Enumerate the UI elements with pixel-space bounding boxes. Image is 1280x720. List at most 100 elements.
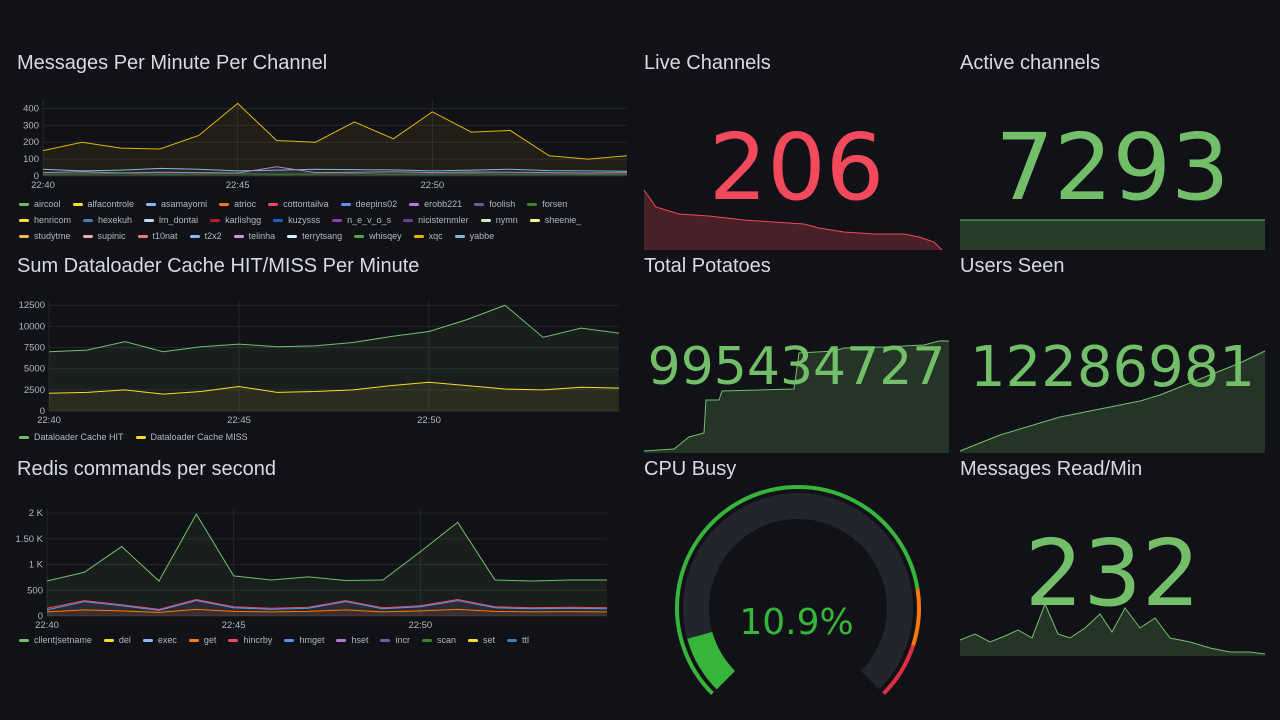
panel-messages-per-minute[interactable]: Messages Per Minute Per Channel 0 100 200 3… xyxy=(17,52,629,248)
panel-users-seen[interactable]: Users Seen 12286981 xyxy=(959,255,1266,453)
legend-item[interactable]: t10nat xyxy=(137,228,178,244)
legend-item[interactable]: deepins02 xyxy=(340,196,398,212)
y-tick-label: 5000 xyxy=(24,364,45,375)
legend-item[interactable]: whisqey xyxy=(354,228,402,244)
panel-redis-commands[interactable]: Redis commands per second 0 500 1 K 1.50 K 2… xyxy=(16,458,629,654)
y-tick-label: 0 xyxy=(40,406,45,417)
legend-swatch xyxy=(82,235,93,239)
legend-label: henricom xyxy=(34,215,72,225)
legend-swatch xyxy=(268,203,279,207)
panel-active-channels[interactable]: Active channels 7293 xyxy=(960,52,1265,250)
legend-item[interactable]: Dataloader Cache HIT xyxy=(19,429,124,445)
messages-legend: aircool alfacontrole asamayomi atrioc cotton… xyxy=(19,196,629,244)
legend-label: Dataloader Cache HIT xyxy=(34,432,124,442)
legend-item[interactable]: n_e_v_o_s xyxy=(332,212,391,228)
legend-item[interactable]: yabbe xyxy=(454,228,495,244)
panel-dataloader-cache[interactable]: Sum Dataloader Cache HIT/MISS Per Minute… xyxy=(17,255,629,451)
legend-swatch xyxy=(142,639,153,643)
x-tick-label: 22:45 xyxy=(222,620,246,631)
legend-item[interactable]: terrytsang xyxy=(287,228,342,244)
panel-cpu-busy[interactable]: CPU Busy 10.9% xyxy=(644,458,949,695)
legend-item[interactable]: ttl xyxy=(507,632,529,648)
legend-item[interactable]: telinha xyxy=(233,228,275,244)
series-line[interactable] xyxy=(46,513,607,582)
series-line[interactable] xyxy=(42,167,628,172)
legend-item[interactable]: forsen xyxy=(527,196,567,212)
legend-item[interactable]: foolish xyxy=(474,196,515,212)
redis-chart[interactable]: 0 500 1 K 1.50 K 2 K 22:40 22:45 22:50 xyxy=(16,494,629,644)
legend-item[interactable]: t2x2 xyxy=(189,228,222,244)
legend-item[interactable]: hincrby xyxy=(228,632,272,648)
legend-item[interactable]: exec xyxy=(142,632,177,648)
y-tick-label: 2500 xyxy=(24,385,45,396)
legend-swatch xyxy=(19,639,29,643)
legend-item[interactable]: hexekuh xyxy=(83,212,132,228)
legend-item[interactable]: studytme xyxy=(19,228,71,244)
series-line[interactable] xyxy=(42,166,628,174)
legend-label: get xyxy=(203,635,217,645)
legend-label: scan xyxy=(436,635,456,645)
legend-label: karlishgg xyxy=(225,215,262,225)
messages-chart[interactable]: 0 100 200 300 400 22:40 22:45 22:50 xyxy=(17,90,629,240)
series-line[interactable] xyxy=(42,102,628,160)
legend-swatch xyxy=(146,203,157,207)
legend-swatch xyxy=(480,219,491,223)
series-line[interactable] xyxy=(46,600,608,611)
legend-label: nicistemmler xyxy=(418,215,469,225)
legend-item[interactable]: hset xyxy=(336,632,368,648)
series-line[interactable] xyxy=(48,304,620,353)
series-line[interactable] xyxy=(48,381,620,395)
gauge-threshold-orange xyxy=(911,588,921,647)
legend-item[interactable]: supinic xyxy=(82,228,126,244)
series-line[interactable] xyxy=(46,608,608,613)
legend-label: Dataloader Cache MISS xyxy=(150,432,248,442)
legend-label: deepins02 xyxy=(355,199,398,209)
series-line[interactable] xyxy=(46,599,608,610)
legend-label: n_e_v_o_s xyxy=(347,215,392,225)
legend-label: yabbe xyxy=(469,231,495,241)
legend-item[interactable]: kuzysss xyxy=(273,212,320,228)
legend-swatch xyxy=(19,436,29,440)
legend-item[interactable]: del xyxy=(103,632,131,648)
legend-item[interactable]: henricom xyxy=(19,212,71,228)
cache-chart[interactable]: 0 2500 5000 7500 10000 12500 22:40 22:45 22:50 xyxy=(17,291,629,441)
legend-label: exec xyxy=(157,635,177,645)
legend-item[interactable]: sheenie_ xyxy=(529,212,581,228)
legend-item[interactable]: xqc xyxy=(413,228,443,244)
legend-item[interactable]: incr xyxy=(380,632,410,648)
legend-item[interactable]: lm_dontai xyxy=(144,212,198,228)
total-potatoes-sparkline xyxy=(643,340,949,453)
legend-item[interactable]: Dataloader Cache MISS xyxy=(135,429,248,445)
y-tick-label: 100 xyxy=(23,154,39,165)
legend-item[interactable]: get xyxy=(188,632,217,648)
legend-item[interactable]: cottontailva xyxy=(268,196,329,212)
legend-item[interactable]: alfacontrole xyxy=(72,196,134,212)
legend-item[interactable]: scan xyxy=(421,632,456,648)
panel-title: Users Seen xyxy=(960,255,1065,277)
legend-swatch xyxy=(233,235,244,239)
y-tick-label: 2 K xyxy=(29,508,44,519)
panel-total-potatoes[interactable]: Total Potatoes 995434727 xyxy=(643,255,949,453)
legend-item[interactable]: set xyxy=(468,632,495,648)
legend-item[interactable]: atrioc xyxy=(219,196,256,212)
panel-live-channels[interactable]: Live Channels 206 xyxy=(643,52,949,251)
legend-item[interactable]: nicistemmler xyxy=(403,212,469,228)
legend-label: forsen xyxy=(542,199,568,209)
legend-label: t2x2 xyxy=(204,231,222,241)
legend-item[interactable]: hmget xyxy=(284,632,324,648)
legend-item[interactable]: nymn xyxy=(480,212,518,228)
legend-label: erobb221 xyxy=(424,199,463,209)
redis-legend: client|setname del exec get hincrby hmget hset… xyxy=(19,632,629,648)
legend-swatch xyxy=(336,639,347,643)
y-tick-label: 10000 xyxy=(19,321,45,332)
panel-messages-read-min[interactable]: Messages Read/Min 232 xyxy=(959,458,1266,656)
series-line[interactable] xyxy=(42,172,627,175)
legend-item[interactable]: aircool xyxy=(19,196,61,212)
legend-item[interactable]: asamayomi xyxy=(146,196,207,212)
legend-swatch xyxy=(527,203,538,207)
legend-item[interactable]: karlishgg xyxy=(210,212,261,228)
legend-item[interactable]: client|setname xyxy=(19,632,92,648)
panel-title: Redis commands per second xyxy=(17,458,277,480)
legend-item[interactable]: erobb221 xyxy=(409,196,462,212)
y-tick-label: 300 xyxy=(23,120,39,131)
